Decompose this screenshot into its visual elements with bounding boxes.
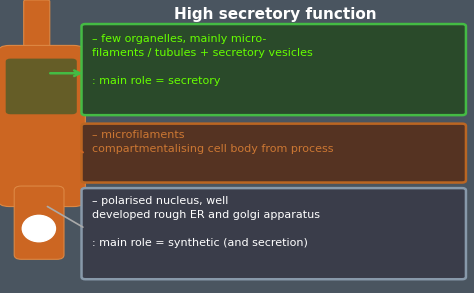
FancyBboxPatch shape — [82, 124, 466, 183]
FancyBboxPatch shape — [24, 0, 50, 66]
Text: – few organelles, mainly micro-
filaments / tubules + secretory vesicles

: main: – few organelles, mainly micro- filament… — [92, 34, 313, 86]
Text: – microfilaments
compartmentalising cell body from process: – microfilaments compartmentalising cell… — [92, 130, 334, 154]
Text: – polarised nucleus, well
developed rough ER and golgi apparatus

: main role = : – polarised nucleus, well developed roug… — [92, 196, 320, 248]
FancyBboxPatch shape — [0, 45, 85, 207]
FancyBboxPatch shape — [82, 24, 466, 115]
Text: High secretory function: High secretory function — [173, 7, 376, 22]
Ellipse shape — [22, 215, 55, 242]
FancyBboxPatch shape — [82, 188, 466, 279]
FancyBboxPatch shape — [14, 186, 64, 259]
FancyBboxPatch shape — [6, 59, 77, 114]
